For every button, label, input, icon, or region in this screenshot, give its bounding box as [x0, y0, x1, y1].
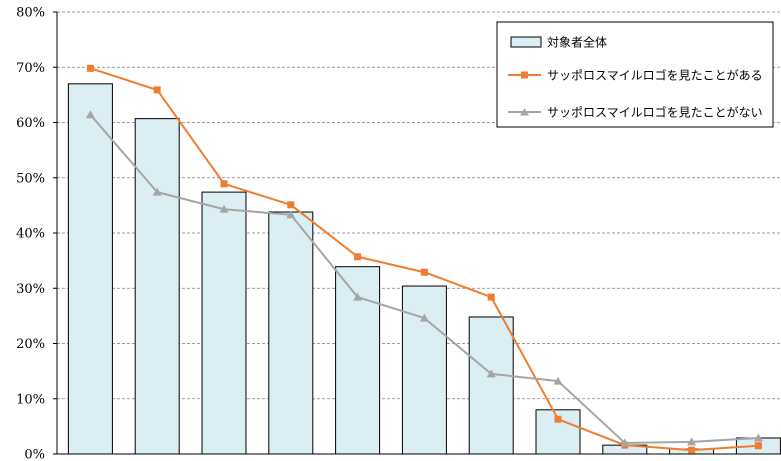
legend-label-not-seen: サッポロスマイルロゴを見たことがない	[547, 105, 763, 120]
triangle-marker	[152, 187, 162, 196]
triangle-marker	[353, 292, 363, 301]
square-marker	[554, 415, 562, 423]
square-marker	[487, 293, 495, 301]
y-tick-label: 70%	[16, 61, 45, 76]
square-marker	[754, 442, 762, 450]
square-marker	[86, 64, 94, 72]
triangle-marker	[219, 204, 229, 213]
legend-bar-swatch	[510, 36, 542, 48]
y-tick-label: 0%	[24, 448, 45, 461]
y-tick-label: 80%	[16, 6, 45, 21]
legend: 対象者全体 サッポロスマイルロゴを見たことがある サッポロスマイルロゴを見たこと…	[496, 21, 774, 128]
triangle-marker	[687, 437, 697, 446]
y-tick-label: 40%	[16, 227, 45, 242]
square-marker	[220, 180, 228, 188]
legend-box	[496, 21, 774, 128]
bar	[67, 83, 113, 455]
y-tick-label: 10%	[16, 392, 45, 407]
triangle-marker	[286, 210, 296, 219]
legend-square-marker	[521, 71, 528, 79]
square-marker	[354, 253, 362, 261]
triangle-marker	[85, 110, 95, 119]
bar	[134, 118, 180, 455]
triangle-marker	[753, 433, 763, 442]
legend-triangle-marker	[520, 108, 529, 116]
legend-label-all: 対象者全体	[547, 35, 607, 50]
bar	[468, 316, 514, 455]
y-tick-label: 20%	[16, 337, 45, 352]
triangle-marker	[486, 369, 496, 378]
y-tick-label: 50%	[16, 171, 45, 186]
axes	[53, 11, 781, 455]
y-tick-labels: 0% 10% 20% 30% 40% 50% 60% 70% 80%	[16, 6, 45, 461]
bar	[401, 285, 447, 455]
bar	[201, 191, 247, 455]
triangle-marker	[553, 376, 563, 385]
y-tick-label: 60%	[16, 116, 45, 131]
bar	[268, 211, 314, 455]
legend-label-seen: サッポロスマイルロゴを見たことがある	[547, 68, 763, 83]
y-tick-label: 30%	[16, 282, 45, 297]
line-series-2	[85, 110, 763, 447]
triangle-marker	[419, 313, 429, 322]
square-marker	[688, 446, 696, 454]
bar-series	[67, 83, 781, 455]
triangle-marker	[620, 438, 630, 447]
square-marker	[153, 86, 161, 94]
square-marker	[287, 201, 295, 209]
square-marker	[420, 268, 428, 276]
